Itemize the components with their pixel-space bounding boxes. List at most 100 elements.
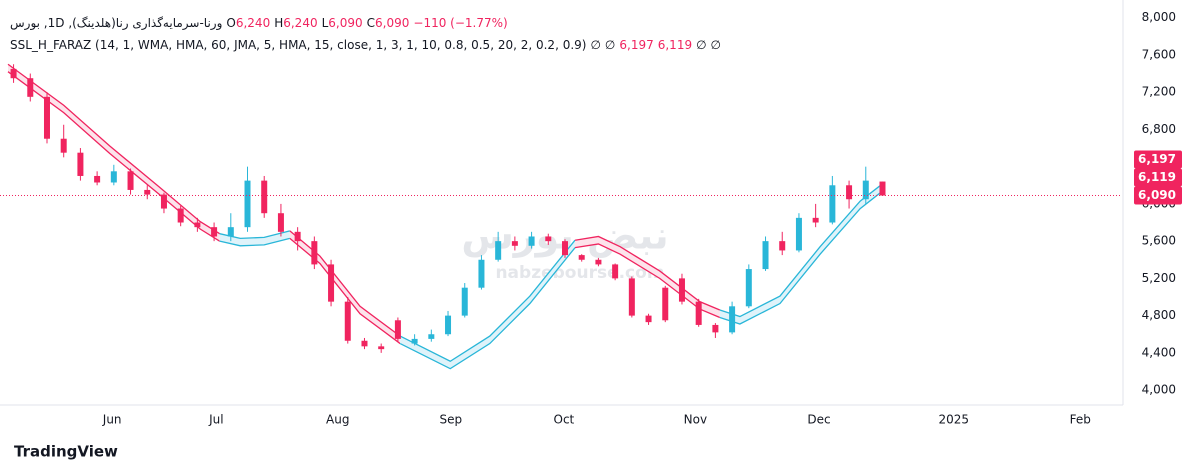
ohlc-value: 6,240: [235, 16, 271, 30]
candle-body: [829, 185, 836, 223]
candle-body: [712, 324, 719, 333]
candle-body: [27, 78, 34, 97]
watermark-site: nabzebourse.com: [495, 263, 664, 283]
candle-body: [545, 236, 552, 242]
y-tick-label: 4,400: [1142, 345, 1176, 359]
y-tick-label: 4,800: [1142, 308, 1176, 322]
candle-body: [562, 241, 568, 256]
ohlc-label: H: [274, 16, 284, 30]
band-upper: [399, 239, 576, 362]
y-tick-label: 5,600: [1142, 234, 1176, 248]
candle-body: [144, 189, 151, 195]
band-upper: [7, 63, 221, 235]
candle-body: [160, 194, 167, 209]
band-upper: [719, 185, 881, 318]
candle-body: [695, 301, 702, 325]
indicator-value: 6,119: [657, 38, 693, 52]
candle-body: [411, 338, 418, 344]
legend: ورنا-سرمایه‌گذاری رنا(هلدینگ), 1D, بورس …: [10, 12, 725, 56]
candle-body: [745, 269, 752, 307]
candle-body: [43, 96, 50, 139]
candle-body: [879, 181, 886, 196]
y-tick-label: 8,000: [1142, 10, 1176, 24]
candle-body: [762, 241, 769, 270]
candle-body: [394, 320, 401, 339]
candle-body: [244, 180, 251, 228]
x-tick-label: 2025: [939, 413, 970, 427]
symbol: ورنا-سرمایه‌گذاری رنا(هلدینگ), 1D, بورس: [10, 16, 223, 30]
band-fill: [719, 185, 881, 324]
x-tick-label: Oct: [554, 413, 575, 427]
candle-body: [846, 185, 853, 200]
candle-body: [110, 171, 117, 183]
ohlc-label: O: [226, 16, 236, 30]
candle-body: [595, 259, 602, 265]
candle-body: [328, 264, 335, 302]
band-fill: [575, 236, 720, 318]
ohlc-value: 6,240: [283, 16, 318, 30]
price-label: 6,119: [1138, 170, 1176, 184]
candle-body: [211, 227, 218, 237]
indicator-value: ∅: [604, 38, 616, 52]
y-tick-label: 6,800: [1142, 122, 1176, 136]
y-tick-label: 7,200: [1142, 85, 1176, 99]
price-label-bg: [1134, 168, 1182, 187]
candle-body: [662, 287, 669, 321]
candle-body: [94, 175, 101, 183]
band-fill: [289, 230, 401, 344]
price-label-bg: [1134, 186, 1182, 205]
candle-body: [311, 241, 318, 265]
y-tick-label: 5,200: [1142, 271, 1176, 285]
ohlc-label: C: [366, 16, 376, 30]
candle-body: [612, 264, 619, 279]
x-tick-label: Jun: [102, 413, 122, 427]
x-tick-label: Jul: [208, 413, 223, 427]
band-lower: [399, 247, 576, 370]
band-fill: [400, 240, 576, 369]
ohlc-value: 6,090: [328, 16, 363, 30]
candle-body: [495, 241, 502, 260]
candle-body: [77, 152, 84, 176]
x-tick-label: Feb: [1070, 413, 1091, 427]
candle-body: [344, 301, 351, 341]
indicator-row: SSL_H_FARAZ (14, 1, WMA, HMA, 60, JMA, 5…: [10, 34, 725, 56]
footer-logo: TradingView: [14, 443, 118, 461]
ohlc-label: L: [321, 16, 329, 30]
x-tick-label: Nov: [684, 413, 707, 427]
indicator-name: SSL_H_FARAZ (14, 1, WMA, HMA, 60, JMA, 5…: [10, 38, 587, 52]
price-label: 6,090: [1138, 188, 1176, 202]
candle-body: [277, 213, 284, 232]
band-upper: [574, 235, 721, 311]
y-tick-label: 4,000: [1142, 383, 1176, 397]
x-tick-label: Aug: [326, 413, 349, 427]
change: −110 (−1.77%): [413, 16, 508, 30]
band-lower: [574, 243, 721, 319]
indicator-value: 6,197: [619, 38, 654, 52]
indicator-value: ∅: [590, 38, 601, 52]
candle-body: [528, 236, 535, 246]
candle-body: [227, 227, 234, 237]
candle-body: [261, 180, 268, 214]
candle-body: [177, 208, 184, 223]
candle-body: [795, 217, 802, 251]
band-lower: [7, 71, 221, 242]
candle-body: [511, 241, 518, 246]
candle-body: [812, 217, 819, 223]
candle-body: [428, 334, 435, 339]
candle-body: [779, 241, 786, 251]
price-label: 6,197: [1138, 152, 1176, 166]
ohlc-value: 6,090: [375, 16, 410, 30]
candle-body: [10, 68, 17, 79]
candle-body: [678, 278, 685, 302]
y-tick-label: 7,600: [1142, 47, 1176, 61]
candle-body: [578, 255, 585, 260]
candle-body: [445, 315, 452, 335]
candle-body: [645, 315, 652, 323]
indicator-value: ∅: [696, 38, 707, 52]
candle-body: [729, 306, 736, 333]
candle-body: [361, 340, 368, 347]
candle-body: [60, 138, 67, 153]
candle-body: [127, 171, 134, 190]
